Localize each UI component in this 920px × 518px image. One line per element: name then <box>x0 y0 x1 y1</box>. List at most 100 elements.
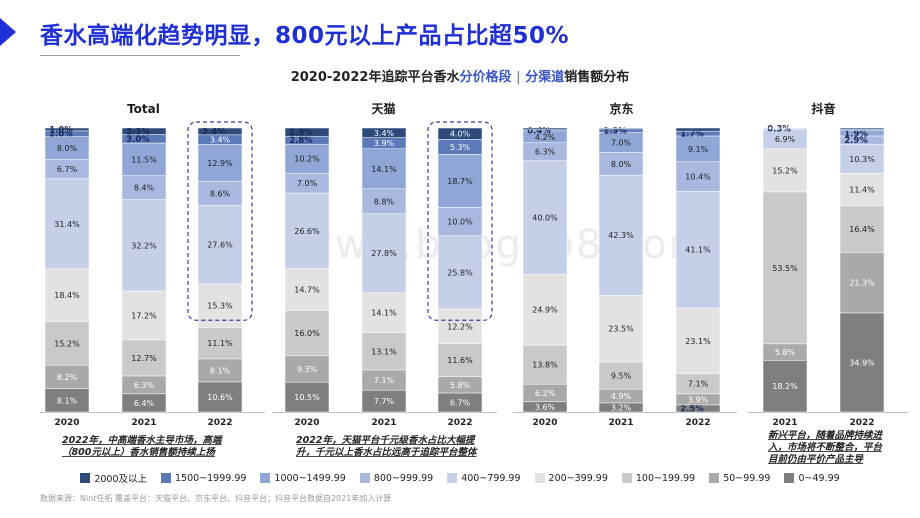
data-label: 11.4% <box>849 186 875 195</box>
data-label: 1.3% <box>603 127 627 137</box>
data-label: 2.0% <box>49 130 73 140</box>
panel-title: Total <box>127 102 160 116</box>
bar-segment <box>598 361 644 390</box>
bar-segment <box>522 160 568 275</box>
data-label: 6.7% <box>450 398 471 407</box>
data-label: 16.0% <box>294 329 320 338</box>
data-label: 18.2% <box>772 382 798 391</box>
bar-segment <box>361 148 407 190</box>
data-label: 0.4% <box>527 126 551 136</box>
data-label: 41.1% <box>685 246 711 255</box>
bar-segment <box>121 199 167 292</box>
data-label: 31.4% <box>54 220 80 229</box>
data-label: 7.1% <box>688 380 709 389</box>
x-tick-label: 2021 <box>371 418 396 428</box>
legend-label: 2000及以上 <box>94 474 147 485</box>
data-label: 3.4% <box>374 129 395 138</box>
page-title: 香水高端化趋势明显，800元以上产品占比超50% <box>40 23 570 49</box>
legend-label: 400~799.99 <box>461 472 521 484</box>
chart-legend: 2000及以上 1500~1999.99 1000~1499.99 800~999.9… <box>0 471 920 485</box>
data-label: 10.5% <box>294 393 320 402</box>
data-label: 10.2% <box>294 155 320 164</box>
data-label: 11.1% <box>207 339 233 348</box>
x-tick-label: 2020 <box>54 418 79 428</box>
data-label: 16.4% <box>849 225 875 234</box>
bar-segment <box>437 343 483 377</box>
bar-segment <box>44 127 90 132</box>
data-label: 9.1% <box>688 145 709 154</box>
bar-segment <box>361 332 407 371</box>
x-tick-label: 2022 <box>447 418 472 428</box>
bar-segment <box>284 355 330 383</box>
data-label: 1.0% <box>49 125 73 135</box>
bar-segment <box>522 344 568 385</box>
data-label: 3.4% <box>210 136 231 145</box>
legend-item: 100~199.99 <box>621 471 695 485</box>
legend-item: 1500~1999.99 <box>161 471 246 485</box>
panel-title: 天猫 <box>371 101 395 116</box>
note-douyin: 新兴平台，随着品牌持续进 入，市场将不断整合，平台 目前仍由平价产品主导 <box>768 430 918 466</box>
data-label: 8.8% <box>374 197 395 206</box>
data-label: 10.3% <box>849 155 875 164</box>
data-label: 15.2% <box>54 339 80 348</box>
bar-segment <box>284 143 330 174</box>
data-label: 17.2% <box>131 311 157 320</box>
data-label: 18.4% <box>54 291 80 300</box>
data-label: 1.9% <box>844 129 868 139</box>
data-label: 7.1% <box>374 376 395 385</box>
panel-title: 抖音 <box>811 101 835 116</box>
data-label: 15.3% <box>207 302 233 311</box>
data-label: 3.2% <box>611 403 632 412</box>
bar-segment <box>284 310 330 357</box>
legend-label: 800~999.99 <box>373 472 434 484</box>
data-label: 7.0% <box>611 138 632 147</box>
data-label: 7.0% <box>297 179 318 188</box>
data-label: 53.5% <box>772 264 798 273</box>
panel-title: 京东 <box>609 101 633 116</box>
data-label: 14.1% <box>371 309 397 318</box>
data-label: 21.3% <box>849 279 875 288</box>
bar-segment <box>762 191 808 345</box>
bar-segment <box>284 381 330 413</box>
data-label: 32.2% <box>131 241 157 250</box>
bar-segment <box>437 235 483 310</box>
bar-segment <box>437 308 483 344</box>
data-label: 3.9% <box>688 395 709 404</box>
bar-segment <box>197 283 243 328</box>
bar-segment <box>675 307 721 374</box>
data-label: 2.9% <box>289 128 313 138</box>
data-label: 4.9% <box>611 392 632 401</box>
bar-segment <box>284 127 330 137</box>
data-label: 8.6% <box>210 189 231 198</box>
legend-swatch <box>621 473 632 483</box>
bar-segment <box>197 381 243 413</box>
x-tick-label: 2021 <box>608 418 633 428</box>
legend-item: 0~49.99 <box>784 471 840 485</box>
bar-segment <box>598 295 644 363</box>
bar-segment <box>839 205 885 253</box>
x-tick-label: 2022 <box>685 418 710 428</box>
data-label: 6.2% <box>535 389 556 398</box>
x-tick-label: 2021 <box>772 418 797 428</box>
bar-segment <box>437 154 483 208</box>
legend-label: 1500~1999.99 <box>175 472 247 484</box>
legend-swatch <box>784 473 795 483</box>
bar-segment <box>839 252 885 314</box>
legend-swatch <box>161 473 171 483</box>
x-tick-label: 2020 <box>532 418 557 428</box>
data-label: 34.9% <box>849 358 875 367</box>
subtitle-part-a: 2020-2022年追踪平台香水 <box>290 70 460 85</box>
data-label: 2.5% <box>680 404 704 414</box>
x-tick-label: 2021 <box>131 418 156 428</box>
bar-segment <box>437 127 483 140</box>
bar-segment <box>197 180 243 206</box>
bar-segment <box>675 135 721 163</box>
data-label: 11.5% <box>131 155 157 164</box>
data-label: 7.7% <box>374 397 395 406</box>
legend-label: 200~399.99 <box>548 472 608 484</box>
bar-segment <box>839 173 885 207</box>
data-label: 24.9% <box>532 306 558 315</box>
bar-segment <box>197 127 243 136</box>
bar-segment <box>762 148 808 193</box>
legend-item: 1000~1499.99 <box>260 471 346 485</box>
